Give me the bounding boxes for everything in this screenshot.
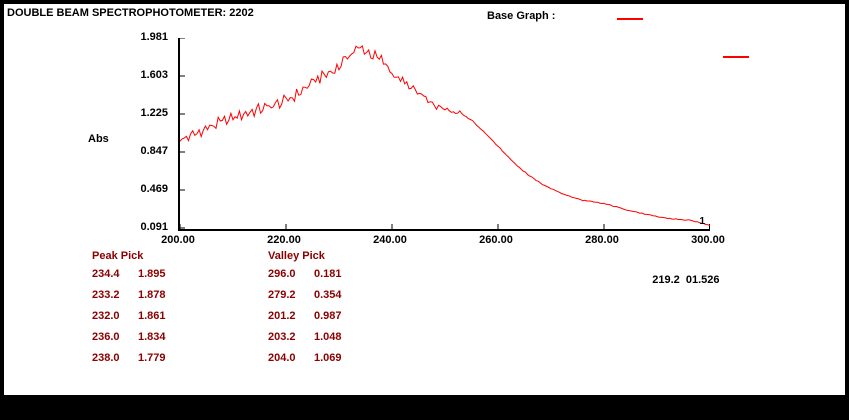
y-tick-label: 0.847 [140,145,168,157]
peak-row: 233.2 1.878 [92,289,166,301]
valley-abs-value: 0.354 [314,289,342,301]
axis-tick-marks [180,38,710,229]
valley-row: 204.0 1.069 [268,352,342,364]
peak-abs-value: 1.779 [138,352,166,364]
peak-pick-header: Peak Pick [92,250,144,262]
valley-row: 279.2 0.354 [268,289,342,301]
peak-wavelength: 236.0 [92,331,120,343]
spectrum-plot-area[interactable]: 1 [178,38,710,231]
peak-abs-value: 1.834 [138,331,166,343]
window-title: DOUBLE BEAM SPECTROPHOTOMETER: 2202 [7,7,254,19]
peak-wavelength: 233.2 [92,289,120,301]
x-tick-label: 240.00 [373,234,407,246]
cursor-readout: 219.2 01.526 [640,262,720,298]
peak-wavelength: 238.0 [92,352,120,364]
base-graph-label: Base Graph : [487,10,556,22]
y-tick-label: 1.225 [140,107,168,119]
x-tick-label: 200.00 [161,234,195,246]
valley-wavelength: 279.2 [268,289,296,301]
spectrum-curve [180,44,710,226]
valley-row: 203.2 1.048 [268,331,342,343]
valley-row: 296.0 0.181 [268,268,342,280]
valley-abs-value: 1.048 [314,331,342,343]
valley-wavelength: 203.2 [268,331,296,343]
valley-abs-value: 0.181 [314,268,342,280]
x-tick-label: 300.00 [691,234,725,246]
valley-abs-value: 0.987 [314,310,342,322]
x-tick-label: 260.00 [479,234,513,246]
peak-wavelength: 232.0 [92,310,120,322]
y-tick-label: 0.469 [140,183,168,195]
peak-row: 234.4 1.895 [92,268,166,280]
y-tick-label: 0.091 [140,221,168,233]
valley-row: 201.2 0.987 [268,310,342,322]
peak-row: 238.0 1.779 [92,352,166,364]
base-graph-legend-line [617,18,643,20]
valley-wavelength: 296.0 [268,268,296,280]
valley-wavelength: 201.2 [268,310,296,322]
peak-row: 232.0 1.861 [92,310,166,322]
cursor-wavelength: 219.2 [652,274,680,286]
peak-abs-value: 1.861 [138,310,166,322]
x-tick-label: 280.00 [585,234,619,246]
cursor-abs: 01.526 [685,274,720,286]
valley-pick-header: Valley Pick [268,250,325,262]
peak-abs-value: 1.878 [138,289,166,301]
x-tick-label: 220.00 [267,234,301,246]
y-tick-label: 1.981 [140,31,168,43]
valley-wavelength: 204.0 [268,352,296,364]
peak-row: 236.0 1.834 [92,331,166,343]
peak-abs-value: 1.895 [138,268,166,280]
spectrum-chart [180,38,710,229]
series-legend-line [723,56,749,58]
valley-abs-value: 1.069 [314,352,342,364]
graph-number-label: 1 [699,216,705,227]
peak-wavelength: 234.4 [92,268,120,280]
y-axis-title: Abs [88,133,109,145]
main-screen: DOUBLE BEAM SPECTROPHOTOMETER: 2202 Base… [4,4,845,395]
y-tick-label: 1.603 [140,69,168,81]
